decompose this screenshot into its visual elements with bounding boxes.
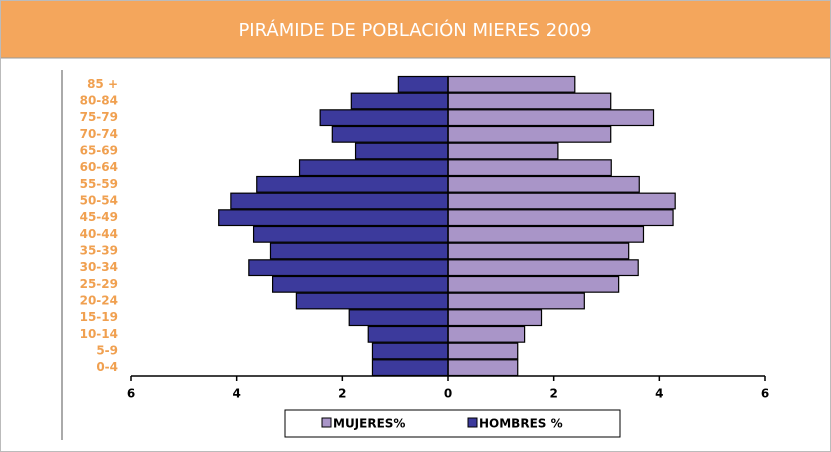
bar [447,175,640,193]
x-tick-label: 6 [127,387,135,401]
bar [397,75,449,93]
bar [447,225,645,243]
y-tick-label: 75-79 [80,110,118,124]
bar [371,359,449,377]
bar [447,109,655,127]
bar [218,209,449,227]
x-tick-label: 4 [232,387,240,401]
bar [447,242,630,260]
x-tick-label: 0 [444,387,452,401]
legend-swatch [467,417,478,428]
chart-title: PIRÁMIDE DE POBLACIÓN MIERES 2009 [238,19,591,41]
legend-swatch [321,417,332,428]
bar [252,225,449,243]
bar [447,159,612,177]
bar [447,92,612,110]
x-tick-label: 2 [338,387,346,401]
bar [371,342,449,360]
bar [319,109,449,127]
bar [271,275,449,293]
bar [348,309,449,327]
legend-label: MUJERES% [333,417,405,431]
bar [367,325,449,343]
y-tick-label: 0-4 [96,360,118,374]
bar [248,259,449,277]
bar [447,75,576,93]
x-tick-label: 4 [655,387,663,401]
legend-label: HOMBRES % [479,417,563,431]
y-tick-label: 35-39 [80,244,118,258]
y-tick-label: 10-14 [80,327,118,341]
y-tick-label: 30-34 [80,260,118,274]
bar [354,142,449,160]
bar [447,259,639,277]
y-tick-label: 70-74 [80,127,118,141]
y-tick-label: 25-29 [80,277,118,291]
x-tick-label: 2 [549,387,557,401]
y-tick-label: 65-69 [80,144,118,158]
y-tick-label: 55-59 [80,177,118,191]
bar [447,359,519,377]
bar [447,209,674,227]
bar [447,192,676,210]
y-tick-label: 85 + [87,77,118,91]
bar [230,192,449,210]
y-tick-label: 50-54 [80,194,118,208]
y-tick-label: 80-84 [80,94,118,108]
bar [331,125,449,143]
bar [447,342,519,360]
bar [256,175,449,193]
y-tick-label: 5-9 [96,344,118,358]
y-tick-label: 60-64 [80,160,118,174]
legend-box [284,409,621,438]
y-tick-label: 45-49 [80,210,118,224]
bar [350,92,449,110]
bar [447,325,526,343]
y-tick-label: 40-44 [80,227,118,241]
y-tick-label: 15-19 [80,310,118,324]
bar [298,159,449,177]
bar [295,292,449,310]
y-tick-label: 20-24 [80,294,118,308]
x-tick-label: 6 [761,387,769,401]
bar [447,275,620,293]
bar [269,242,449,260]
bar [447,125,612,143]
bar [447,309,543,327]
header [1,1,830,58]
bar [447,292,585,310]
bar [447,142,559,160]
